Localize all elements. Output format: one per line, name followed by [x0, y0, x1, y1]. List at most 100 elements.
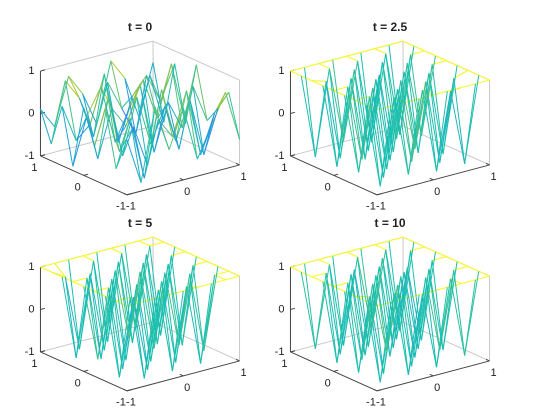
box-edge	[152, 125, 240, 166]
mesh-edge	[353, 269, 366, 356]
mesh-edge	[301, 75, 313, 82]
mesh-edge	[402, 40, 415, 47]
y-tick-label: 0	[325, 377, 331, 389]
mesh-edge	[428, 268, 444, 351]
x-tick	[179, 177, 184, 181]
mesh-edge	[332, 59, 344, 142]
mesh-edge	[385, 249, 401, 331]
mesh-edge	[431, 64, 444, 155]
mesh-edge	[121, 95, 133, 109]
mesh-edge	[110, 247, 122, 254]
z-tick-label: 0	[278, 107, 284, 119]
mesh-edge	[290, 66, 305, 72]
mesh-edge	[89, 273, 105, 351]
mesh-edge	[424, 50, 436, 57]
mesh-edge	[163, 63, 176, 123]
mesh-edge	[350, 274, 366, 356]
z-tick	[290, 307, 296, 310]
mesh-edge	[450, 91, 466, 164]
mesh-edge	[353, 69, 366, 160]
mesh-edge	[72, 281, 84, 287]
mesh-edge	[332, 55, 347, 61]
mesh-edge	[132, 297, 145, 379]
mesh-edge	[304, 259, 319, 264]
mesh-edge	[410, 54, 422, 136]
mesh-edge	[64, 276, 80, 350]
y-tick	[40, 350, 46, 353]
mesh-edge	[381, 258, 398, 340]
mesh-edge	[402, 236, 415, 243]
mesh-edge	[290, 266, 302, 273]
mesh-edge	[312, 80, 327, 82]
mesh-edge	[400, 276, 413, 367]
mesh-edge	[360, 248, 373, 330]
mesh-edge	[388, 40, 404, 46]
y-tick	[376, 389, 382, 392]
mesh-edge	[311, 80, 324, 87]
mesh-edge	[371, 249, 387, 330]
mesh-edge	[40, 108, 55, 128]
mesh-edge	[353, 269, 369, 347]
mesh-edge	[68, 76, 80, 99]
mesh-edge	[464, 75, 480, 164]
mesh-edge	[64, 80, 77, 141]
mesh-edge	[461, 83, 476, 89]
x-tick	[429, 373, 434, 377]
mesh-edge	[82, 93, 98, 125]
z-tick-label: 0	[28, 303, 34, 315]
mesh-edge	[467, 69, 479, 76]
mesh-edge	[399, 241, 415, 331]
mesh-edge	[160, 246, 176, 336]
z-tick-label: 1	[278, 261, 284, 273]
mesh-edge	[328, 68, 344, 142]
mesh-edge	[442, 65, 458, 155]
x-tick	[485, 358, 490, 362]
mesh-edge	[353, 69, 369, 151]
mesh-edge	[64, 80, 80, 99]
mesh-edge	[355, 99, 367, 106]
mesh-edge	[143, 106, 156, 179]
mesh-edge	[78, 260, 94, 350]
mesh-edge	[54, 263, 66, 277]
mesh-edge	[304, 63, 319, 68]
z-tick-label: -1	[25, 150, 35, 162]
mesh-edge	[318, 255, 333, 261]
mesh-edge	[424, 246, 436, 253]
mesh-edge	[325, 272, 341, 355]
mesh-edge	[314, 264, 330, 349]
mesh-edge	[333, 286, 345, 292]
mesh-edge	[399, 45, 415, 135]
mesh-edge	[82, 251, 97, 257]
mesh-edge	[40, 266, 52, 273]
mesh-edge	[132, 297, 149, 370]
mesh-edge	[357, 256, 369, 347]
mesh-edge	[374, 244, 386, 250]
mesh-edge	[360, 52, 373, 143]
mesh-edge	[167, 264, 183, 346]
subplot-title: t = 0	[128, 20, 153, 34]
mesh-edge	[439, 269, 455, 351]
x-tick-label: 0	[434, 186, 440, 198]
mesh-edge	[311, 276, 324, 283]
x-tick-label: 1	[240, 171, 246, 183]
x-tick	[429, 177, 434, 181]
mesh-edge	[92, 260, 105, 351]
y-tick-label: 1	[281, 162, 287, 174]
mesh-edge	[170, 63, 183, 129]
x-tick-label: -1	[376, 201, 386, 213]
y-tick-label: 0	[325, 181, 331, 193]
mesh-edge	[436, 91, 448, 172]
mesh-edge	[121, 107, 137, 135]
y-tick	[333, 369, 339, 372]
mesh-edge	[156, 101, 169, 119]
mesh-edge	[107, 81, 123, 109]
mesh-edge	[82, 255, 94, 262]
y-tick	[83, 369, 89, 372]
mesh-edge	[132, 126, 145, 179]
mesh-edge	[39, 109, 52, 144]
mesh-edge	[189, 98, 202, 155]
mesh-edge	[478, 74, 490, 81]
mesh-edge	[406, 267, 422, 341]
mesh-edge	[420, 55, 436, 136]
